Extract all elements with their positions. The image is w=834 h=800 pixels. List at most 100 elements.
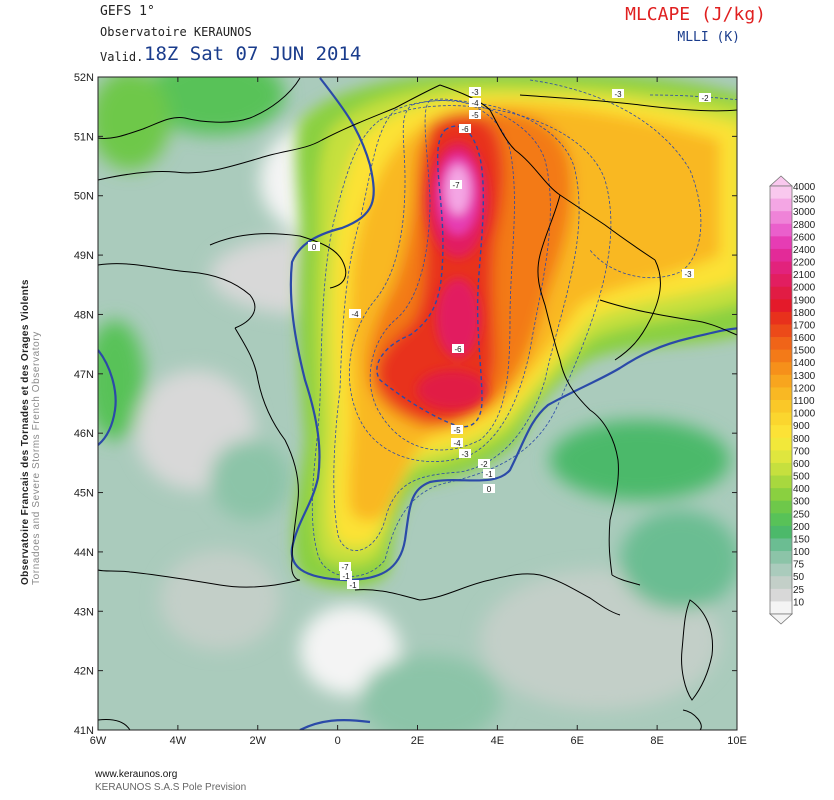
colorbar-swatch — [770, 286, 792, 300]
contour-label: -1 — [340, 571, 352, 581]
colorbar-level-label: 1600 — [793, 333, 816, 344]
colorbar-swatch — [770, 513, 792, 527]
svg-text:-3: -3 — [684, 270, 692, 279]
colorbar-swatch — [770, 261, 792, 275]
lon-tick-label: 10E — [727, 735, 747, 747]
lat-tick-label: 45N — [74, 488, 94, 500]
lat-tick-label: 43N — [74, 606, 94, 618]
colorbar-swatch — [770, 450, 792, 464]
svg-text:-3: -3 — [471, 88, 479, 97]
lon-tick-label: 6E — [571, 735, 584, 747]
colorbar-swatch — [770, 362, 792, 376]
svg-text:-1: -1 — [349, 581, 357, 590]
lat-tick-label: 44N — [74, 547, 94, 559]
colorbar-level-label: 50 — [793, 572, 805, 583]
colorbar-level-label: 10 — [793, 597, 805, 608]
colorbar-swatch — [770, 274, 792, 288]
colorbar-level-label: 800 — [793, 434, 810, 445]
svg-text:-6: -6 — [454, 345, 462, 354]
colorbar-top-arrow — [768, 175, 794, 187]
svg-text:-4: -4 — [453, 439, 461, 448]
colorbar-level-label: 4000 — [793, 182, 816, 193]
lon-tick-label: 8E — [650, 735, 663, 747]
colorbar-level-label: 300 — [793, 497, 810, 508]
lat-tick-label: 42N — [74, 666, 94, 678]
colorbar-level-label: 1500 — [793, 346, 816, 357]
latitude-labels: 52N 51N 50N 49N 48N 47N 46N 45N 44N 43N 42N 41N — [74, 72, 94, 737]
svg-text:-2: -2 — [480, 460, 488, 469]
contour-label: -5 — [469, 110, 481, 120]
contour-label: -4 — [349, 309, 361, 319]
colorbar-swatch — [770, 198, 792, 212]
contour-label: -4 — [469, 98, 481, 108]
colorbar-level-label: 75 — [793, 560, 805, 571]
longitude-labels: 6W 4W 2W 0 2E 4E 6E 8E 10E — [90, 735, 747, 747]
colorbar-swatch — [770, 412, 792, 426]
colorbar-swatch — [770, 374, 792, 388]
map-ticks — [97, 76, 738, 731]
model-name: GEFS 1° — [100, 4, 155, 19]
colorbar-swatch — [770, 475, 792, 489]
lon-tick-label: 2E — [411, 735, 424, 747]
colorbar-level-label: 25 — [793, 585, 805, 596]
colorbar-swatch — [770, 437, 792, 451]
lon-tick-label: 4E — [491, 735, 504, 747]
colorbar-swatch — [770, 186, 792, 199]
colorbar-level-label: 2100 — [793, 270, 816, 281]
contour-label: -3 — [459, 449, 471, 459]
colorbar-swatch — [770, 563, 792, 577]
colorbar-level-label: 2600 — [793, 232, 816, 243]
coastlines-borders — [97, 77, 738, 731]
colorbar-swatch — [770, 236, 792, 250]
colorbar-swatch — [770, 500, 792, 514]
observatory-name: Observatoire KERAUNOS — [100, 25, 252, 39]
svg-text:0: 0 — [487, 485, 492, 494]
colorbar-swatch — [770, 248, 792, 262]
svg-text:-7: -7 — [341, 563, 349, 572]
svg-text:-5: -5 — [453, 426, 461, 435]
lon-tick-label: 6W — [90, 735, 107, 747]
colorbar-swatch — [770, 349, 792, 363]
colorbar-swatch — [770, 488, 792, 502]
colorbar-swatch — [770, 387, 792, 401]
colorbar-bottom-arrow — [768, 613, 794, 625]
contour-value-labels: -3-4-5-6-7-2-30-4-6-5-4-3-2-10-7-2-1-1-3 — [308, 87, 711, 590]
contour-label: -2 — [699, 93, 711, 103]
mlli-contours — [311, 79, 737, 577]
contour-label: -3 — [682, 269, 694, 279]
colorbar-level-label: 100 — [793, 547, 810, 558]
contour-label: -5 — [451, 425, 463, 435]
svg-text:0: 0 — [312, 243, 317, 252]
colorbar-level-label: 2400 — [793, 245, 816, 256]
svg-text:-1: -1 — [342, 572, 350, 581]
contour-label: -6 — [452, 344, 464, 354]
colorbar-level-label: 1100 — [793, 396, 815, 407]
colorbar-swatch — [770, 551, 792, 565]
colorbar-swatch — [770, 525, 792, 539]
colorbar-swatch — [770, 324, 792, 338]
colorbar-level-label: 600 — [793, 459, 810, 470]
colorbar-level-label: 1700 — [793, 320, 816, 331]
colorbar-level-label: 2000 — [793, 283, 816, 294]
colorbar-level-label: 1200 — [793, 383, 816, 394]
svg-text:-3: -3 — [614, 90, 622, 99]
lat-tick-label: 51N — [74, 131, 94, 143]
contour-label: -1 — [483, 469, 495, 479]
colorbar-level-label: 2200 — [793, 258, 816, 269]
valid-label: Valid. — [100, 50, 144, 64]
contour-label: 0 — [308, 242, 320, 252]
colorbar-level-label: 2800 — [793, 220, 816, 231]
svg-text:-6: -6 — [461, 125, 469, 134]
colorbar-swatch — [770, 299, 792, 313]
colorbar-swatch — [770, 576, 792, 590]
colorbar-level-label: 900 — [793, 421, 810, 432]
svg-text:-2: -2 — [701, 94, 709, 103]
colorbar-swatch — [770, 538, 792, 552]
lon-tick-label: 0 — [335, 735, 341, 747]
colorbar-level-label: 500 — [793, 472, 810, 483]
colorbar-level-label: 3000 — [793, 207, 816, 218]
parameter-subtitle: MLLI (K) — [677, 30, 740, 45]
contour-label: -2 — [478, 459, 490, 469]
